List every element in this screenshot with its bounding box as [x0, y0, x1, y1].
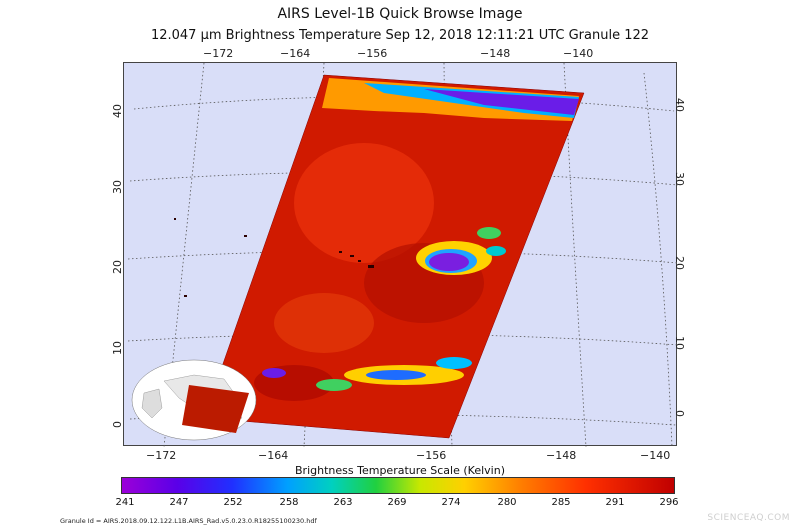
- right-lat-tick: 0: [673, 410, 686, 417]
- bottom-lon-tick: −140: [640, 449, 671, 462]
- left-lat-tick: 20: [111, 260, 124, 274]
- right-lat-tick: 20: [673, 256, 686, 270]
- bottom-lon-tick: −148: [546, 449, 577, 462]
- top-lon-tick: −172: [203, 47, 234, 60]
- colorbar: [121, 477, 675, 494]
- colorbar-tick: 291: [605, 497, 625, 508]
- colorbar-tick: 263: [333, 497, 353, 508]
- bottom-lon-tick: −156: [416, 449, 447, 462]
- image-subtitle: 12.047 µm Brightness Temperature Sep 12,…: [150, 28, 650, 43]
- colorbar-label: Brightness Temperature Scale (Kelvin): [295, 464, 505, 477]
- left-lat-tick: 30: [111, 180, 124, 194]
- world-inset-map: [131, 359, 257, 441]
- watermark: SCIENCEAQ.COM: [707, 513, 790, 523]
- right-lat-tick: 40: [673, 98, 686, 112]
- top-lon-tick: −164: [280, 47, 311, 60]
- colorbar-tick: 258: [279, 497, 299, 508]
- image-title: AIRS Level-1B Quick Browse Image: [277, 6, 523, 22]
- bottom-lon-tick: −172: [146, 449, 177, 462]
- colorbar-tick: 285: [551, 497, 571, 508]
- right-lat-tick: 30: [673, 172, 686, 186]
- colorbar-tick: 269: [387, 497, 407, 508]
- map-svg: [127, 62, 679, 448]
- bottom-lon-tick: −164: [258, 449, 289, 462]
- top-lon-tick: −140: [563, 47, 594, 60]
- top-lon-tick: −148: [480, 47, 511, 60]
- colorbar-tick: 241: [115, 497, 135, 508]
- colorbar-tick: 247: [169, 497, 189, 508]
- hawaii-islands: [174, 218, 374, 297]
- left-lat-tick: 10: [111, 341, 124, 355]
- map-panel: [123, 62, 679, 448]
- colorbar-tick: 280: [497, 497, 517, 508]
- colorbar-tick: 274: [441, 497, 461, 508]
- granule-swath: [203, 74, 585, 439]
- left-lat-tick: 40: [111, 104, 124, 118]
- colorbar-tick: 252: [223, 497, 243, 508]
- top-lon-tick: −156: [357, 47, 388, 60]
- left-lat-tick: 0: [111, 421, 124, 428]
- granule-id: Granule Id = AIRS.2018.09.12.122.L1B.AIR…: [60, 517, 317, 525]
- right-lat-tick: 10: [673, 336, 686, 350]
- colorbar-tick: 296: [659, 497, 679, 508]
